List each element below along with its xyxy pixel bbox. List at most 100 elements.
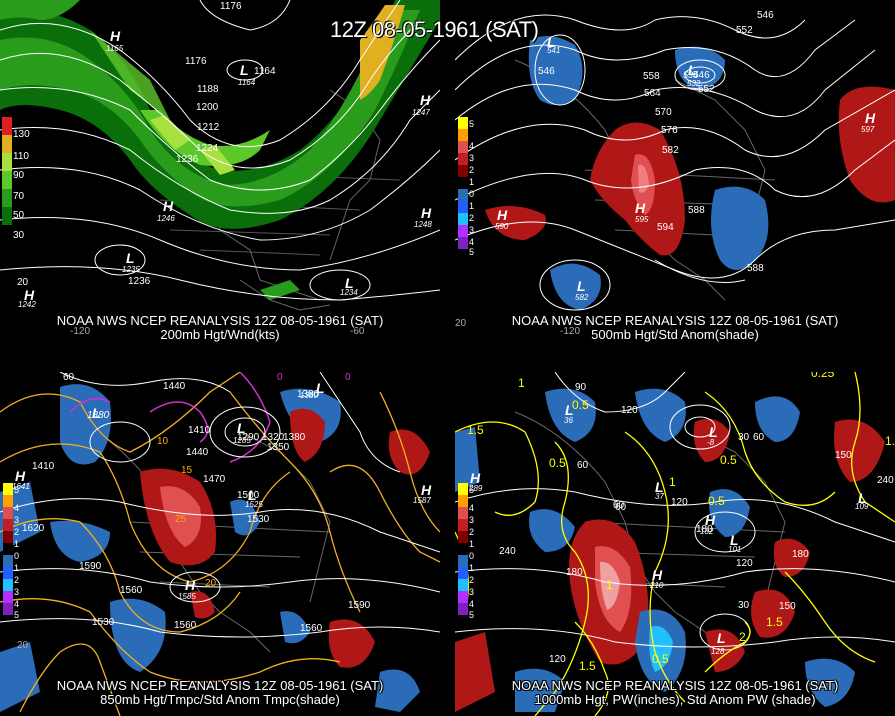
contour-label: 60 [753,432,765,443]
low-pressure-marker: L [240,62,249,78]
legend-label: 5 [14,485,20,495]
low-pressure-marker: L [730,532,739,548]
contour-label: 1164 [254,66,276,77]
high-pressure-marker: H [110,28,121,44]
center-value: 289 [469,484,483,493]
panel-caption-source: NOAA NWS NCEP REANALYSIS 12Z 08-05-1961 … [56,313,384,328]
legend-label: 1 [469,539,475,549]
panel-1000mb-map: 5 4 3 2 1 0 1 2 3 4 5 1 90 120 0.25 1.5 … [455,372,895,716]
legend-label: 5 [469,119,475,129]
contour-label: 546 [538,66,555,77]
center-value: 532 [687,79,701,88]
contour-label: 564 [644,88,661,99]
pw-label: 0.5 [549,456,566,470]
contour-label: 1590 [348,600,371,611]
high-pressure-marker: H [865,110,876,126]
pw-label: 0.5 [720,453,737,467]
anomaly-colorbar [3,483,13,615]
legend-label: 2 [469,527,475,537]
contour-label: 1590 [79,561,102,572]
panel-500mb-map: 5 4 3 2 1 0 1 2 3 4 5 546 552 546 558 56… [455,0,895,345]
legend-label: 90 [13,170,25,181]
center-value: 1585 [178,592,196,601]
contour-label: 552 [736,25,753,36]
legend-label: 70 [13,191,25,202]
low-pressure-marker: L [345,275,354,291]
high-pressure-marker: H [24,287,35,303]
pw-label: 1.5 [885,434,895,448]
legend-label: 3 [469,153,475,163]
contour-label: 570 [655,107,672,118]
pw-label: 1 [669,475,676,489]
high-pressure-marker: H [705,512,716,528]
contour-label: 120 [621,405,638,416]
panel-caption-field: 1000mb Hgt, PW(inches), Std Anom PW (sha… [534,692,816,707]
contour-label: 594 [657,222,674,233]
contour-label: 20 [17,640,29,651]
legend-label: 1 [469,563,475,573]
legend-label: 1 [14,563,20,573]
low-pressure-marker: L [237,420,246,436]
contour-label: 1470 [203,474,226,485]
temperature-label: 25 [175,514,187,525]
contour-label: 1620 [22,523,45,534]
contour-label: 1440 [163,381,186,392]
legend-label: 130 [13,129,30,140]
contour-label: 30 [738,432,750,443]
contour-label: 1560 [120,585,143,596]
contour-label: 1500 [237,490,260,501]
legend-label: 4 [469,599,475,609]
center-value: 595 [635,215,649,224]
legend-label: 2 [14,527,20,537]
center-value: 1242 [18,300,36,309]
map-850mb-graphic [0,372,440,716]
center-value: 1285 [233,436,251,445]
pw-label: 0.5 [572,398,589,412]
center-value: 210 [650,581,664,590]
legend-label: 2 [469,575,475,585]
axis-label: -60 [350,326,365,337]
contour-label: 1410 [188,425,211,436]
contour-label: 150 [779,601,796,612]
legend-label: 1 [469,177,475,187]
temperature-label: 0 [277,372,283,383]
anomaly-colorbar [458,117,468,249]
contour-label: 1380 [297,389,320,400]
contour-label: 1440 [186,447,209,458]
legend-label: 1 [14,539,20,549]
contour-label: 120 [549,654,566,665]
center-value: 597 [861,125,875,134]
contour-label: 120 [671,497,688,508]
contour-label: 1320 [262,432,285,443]
pw-label: 1 [518,376,525,390]
legend-label: 50 [13,210,25,221]
contour-label: 1290 [237,432,260,443]
contour-label: 1380 [283,432,306,443]
center-value: 1248 [414,220,432,229]
contour-label: 576 [661,125,678,136]
contour-label: 30 [738,600,750,611]
center-value: 1380 [300,391,318,400]
contour-label: 588 [688,205,705,216]
wind-speed-colorbar [2,117,12,225]
panel-caption-field: 850mb Hgt/Tmpc/Std Anom Tmpc(shade) [100,692,340,707]
legend-label: 3 [14,515,20,525]
high-pressure-marker: H [497,207,508,223]
map-500mb-graphic [455,14,895,311]
low-pressure-marker: L [858,490,867,506]
center-value: 590 [495,222,509,231]
center-value: 101 [728,545,742,554]
legend-label: 0 [14,551,20,561]
contour-label: 558 [643,71,660,82]
panel-caption-source: NOAA NWS NCEP REANALYSIS 12Z 08-05-1961 … [511,313,839,328]
legend-label: 0 [469,189,475,199]
contour-label: 588 [747,263,764,274]
legend-label: 110 [13,151,29,162]
map-1000mb-graphic [455,372,895,716]
page-title: 12Z 08-05-1961 (SAT) [330,17,539,42]
contour-label: 1530 [92,617,115,628]
legend-label: 5 [469,610,475,620]
anomaly-colorbar [458,483,468,615]
panel-200mb-map: 130 110 90 70 50 30 1176 1176 1188 1200 … [0,0,440,345]
high-pressure-marker: H [421,205,432,221]
